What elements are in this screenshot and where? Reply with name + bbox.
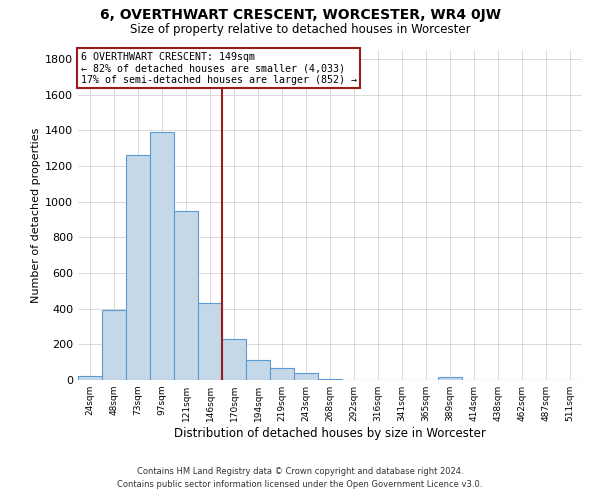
Bar [318,379,342,380]
Text: Size of property relative to detached houses in Worcester: Size of property relative to detached ho… [130,22,470,36]
Bar [270,368,294,380]
Bar [198,304,222,380]
Bar [294,373,318,380]
X-axis label: Distribution of detached houses by size in Worcester: Distribution of detached houses by size … [174,427,486,440]
Text: 6 OVERTHWART CRESCENT: 149sqm
← 82% of detached houses are smaller (4,033)
17% o: 6 OVERTHWART CRESCENT: 149sqm ← 82% of d… [80,52,356,85]
Bar [102,310,126,380]
Bar [126,155,150,380]
Bar [222,339,246,380]
Bar [78,376,102,380]
Bar [174,210,198,380]
Bar [246,360,270,380]
Bar [438,378,462,380]
Bar [150,132,174,380]
Text: Contains HM Land Registry data © Crown copyright and database right 2024.
Contai: Contains HM Land Registry data © Crown c… [118,468,482,489]
Text: 6, OVERTHWART CRESCENT, WORCESTER, WR4 0JW: 6, OVERTHWART CRESCENT, WORCESTER, WR4 0… [100,8,500,22]
Y-axis label: Number of detached properties: Number of detached properties [31,128,41,302]
